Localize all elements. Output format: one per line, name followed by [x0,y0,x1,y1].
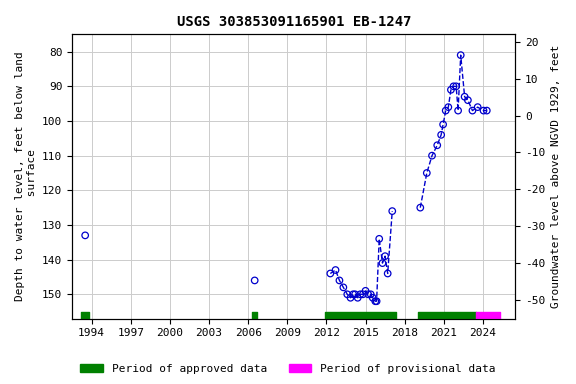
Point [368,295,377,301]
Point [350,291,359,297]
Point [374,236,384,242]
Point [463,97,472,103]
Point [427,152,437,159]
Point [441,108,450,114]
Point [456,52,465,58]
Point [378,260,387,266]
Point [416,205,425,211]
Point [343,291,352,297]
Point [460,94,469,100]
Point [331,267,340,273]
Point [453,108,463,114]
Point [356,291,365,297]
Point [81,232,90,238]
Title: USGS 303853091165901 EB-1247: USGS 303853091165901 EB-1247 [177,15,411,29]
Y-axis label: Depth to water level, feet below land
 surface: Depth to water level, feet below land su… [15,51,37,301]
Point [346,295,355,301]
Point [449,83,458,89]
Legend: Period of approved data, Period of provisional data: Period of approved data, Period of provi… [76,359,500,379]
Point [444,104,453,110]
Point [366,291,376,297]
Point [372,298,381,304]
Point [438,121,448,127]
Point [353,295,362,301]
Point [381,253,390,259]
Point [482,108,491,114]
Point [433,142,442,148]
Point [348,291,358,297]
Point [468,108,477,114]
Point [473,104,482,110]
Point [358,291,367,297]
Point [383,270,392,276]
Point [363,291,373,297]
Point [325,270,335,276]
Point [479,108,488,114]
Point [339,284,348,290]
Point [422,170,431,176]
Point [371,298,380,304]
Point [335,277,344,283]
Point [452,83,461,89]
Point [250,277,259,283]
Point [388,208,397,214]
Y-axis label: Groundwater level above NGVD 1929, feet: Groundwater level above NGVD 1929, feet [551,45,561,308]
Point [437,132,446,138]
Point [446,87,456,93]
Point [361,288,370,294]
